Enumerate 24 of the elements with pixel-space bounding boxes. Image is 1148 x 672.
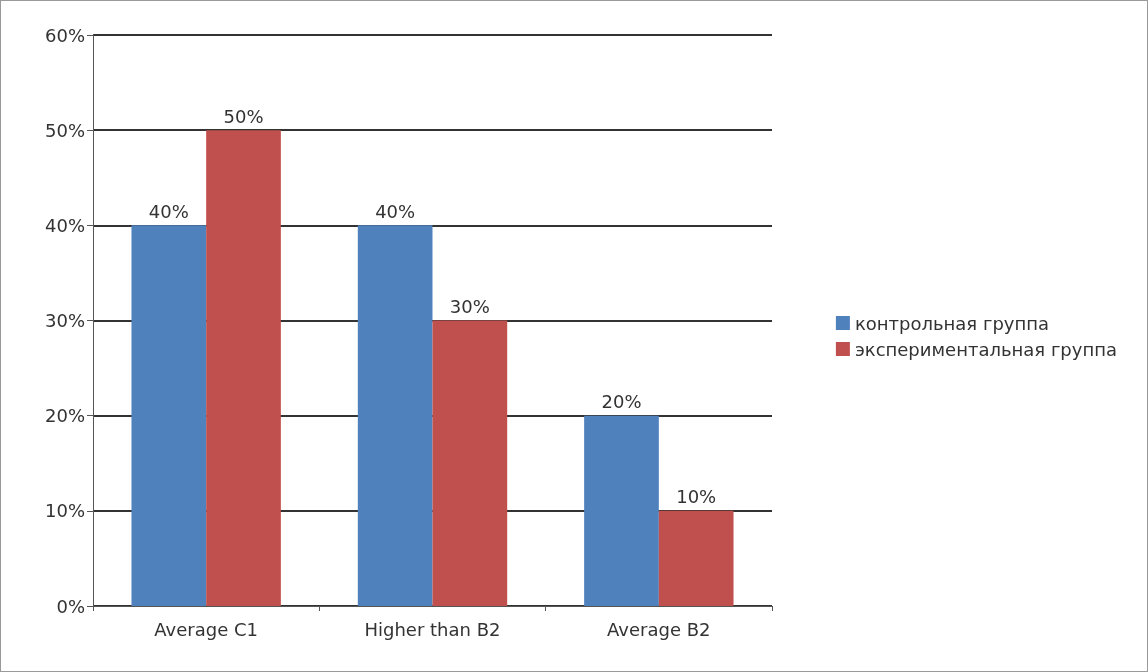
data-label: 50% — [223, 105, 264, 127]
y-tick-label: 50% — [44, 119, 85, 141]
bar — [357, 225, 433, 606]
legend-label: контрольная группа — [854, 312, 1050, 334]
bar — [131, 225, 207, 606]
data-label: 10% — [676, 486, 717, 508]
y-tick-label: 0% — [56, 595, 85, 617]
data-label: 30% — [449, 296, 490, 317]
data-label: 20% — [601, 391, 642, 413]
x-tick-label: Higher than B2 — [364, 618, 501, 640]
x-tick-label: Average B2 — [607, 618, 711, 640]
y-tick-label: 40% — [44, 214, 85, 236]
data-label: 40% — [375, 200, 416, 222]
y-tick-label: 60% — [44, 24, 85, 46]
data-label: 40% — [148, 200, 189, 222]
x-tick-label: Average C1 — [154, 618, 258, 640]
bar — [206, 130, 281, 606]
bar — [658, 510, 734, 606]
y-tick-label: 20% — [44, 405, 85, 427]
bar — [432, 320, 508, 606]
y-tick-label: 10% — [44, 500, 85, 522]
legend-label: экспериментальная группа — [854, 338, 1118, 360]
y-tick-label: 30% — [44, 310, 85, 331]
bar — [584, 415, 659, 606]
